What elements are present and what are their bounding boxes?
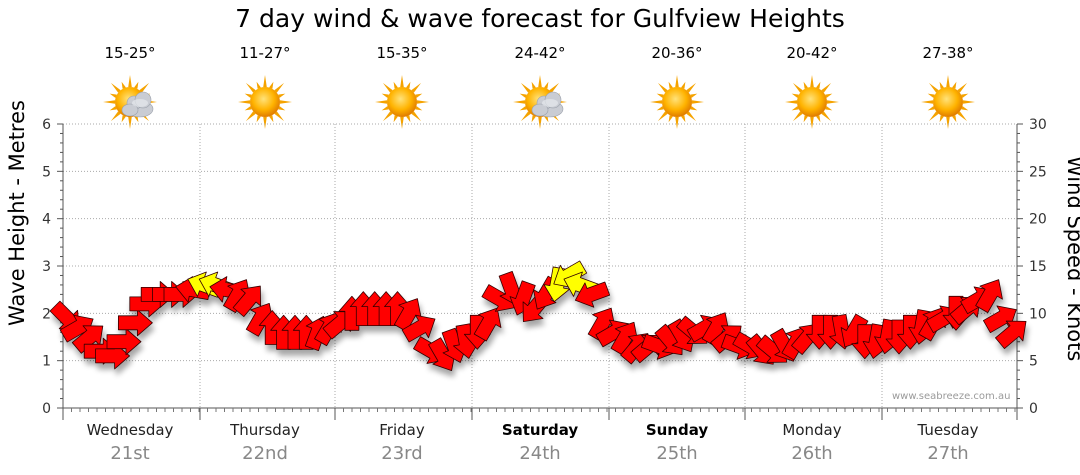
right-tick-label: 5 [1029,354,1038,370]
right-axis-label: Wind Speed - Knots [1063,156,1080,362]
sun-icon [235,72,295,132]
date-label: 25th [656,443,698,464]
day-label: Tuesday [917,421,979,439]
right-tick-label: 0 [1029,401,1038,417]
sun-cloud-icon [510,72,570,132]
day-label: Friday [379,421,425,439]
right-tick-label: 15 [1029,259,1047,275]
temp-range: 24-42° [514,44,566,62]
left-tick-label: 1 [42,354,51,370]
wind-arrow [117,309,153,337]
right-tick-label: 30 [1029,117,1047,133]
wind-arrow [71,325,104,354]
sun-icon [918,72,978,132]
right-tick-label: 20 [1029,212,1047,228]
temp-range: 20-36° [651,44,703,62]
sun-icon [372,72,432,132]
right-tick-label: 25 [1029,164,1047,180]
wind-arrow [574,281,611,308]
temp-range: 11-27° [239,44,291,62]
wind-arrow [982,305,1017,334]
temp-range: 15-25° [104,44,156,62]
left-tick-label: 0 [42,401,51,417]
date-label: 26th [791,443,833,464]
wind-arrows [49,260,1027,372]
temp-range: 27-38° [922,44,974,62]
day-label: Saturday [501,421,579,439]
wind-arrow [975,279,1003,314]
sun-icon [782,72,842,132]
wind-arrow [401,314,436,343]
left-tick-label: 6 [42,117,51,133]
chart-grid [63,123,1017,408]
day-label: Monday [782,421,842,439]
day-label: Sunday [645,421,709,439]
date-label: 24th [519,443,561,464]
chart-axes: 0 1 2 3 4 5 6 0 5 10 15 20 25 30 [42,117,1047,420]
left-tick-label: 5 [42,164,51,180]
wind-arrow [995,320,1027,349]
day-label: Thursday [230,421,300,439]
day-label: Wednesday [86,421,174,439]
date-label: 23rd [381,443,423,464]
credit-text[interactable]: www.seabreeze.com.au [892,391,1011,402]
left-tick-label: 2 [42,306,51,322]
wind-arrow [232,285,262,318]
date-label: 22nd [242,443,288,464]
wind-arrow [106,328,142,356]
temp-range: 20-42° [786,44,838,62]
sun-cloud-icon [100,72,160,132]
left-tick-label: 4 [42,212,51,228]
temp-range: 15-35° [376,44,428,62]
page-title: 7 day wind & wave forecast for Gulfview … [235,4,845,33]
date-label: 21st [110,443,150,464]
right-tick-label: 10 [1029,306,1047,322]
wind-arrow [473,307,502,342]
left-axis-label: Wave Height - Metres [5,100,29,326]
sun-icon [647,72,707,132]
left-tick-label: 3 [42,259,51,275]
date-label: 27th [927,443,969,464]
